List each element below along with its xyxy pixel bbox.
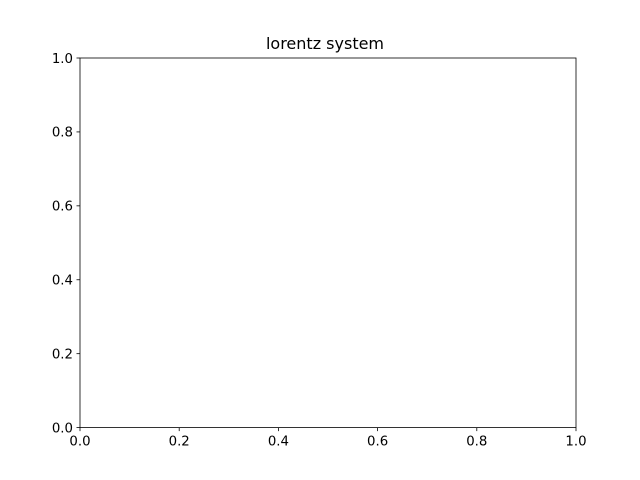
y-axis: 0.0 0.2 0.4 0.6 0.8 1.0 <box>52 52 80 436</box>
x-axis: 0.0 0.2 0.4 0.6 0.8 1.0 <box>69 427 587 450</box>
x-tick-label: 0.0 <box>69 435 90 450</box>
x-tick-label: 1.0 <box>565 435 586 450</box>
x-tick-label: 0.4 <box>268 435 289 450</box>
y-tick-label: 0.6 <box>52 200 73 215</box>
chart-title: lorentz system <box>266 34 384 53</box>
y-tick-label: 0.4 <box>52 274 73 289</box>
y-tick-label: 0.8 <box>52 126 73 141</box>
y-tick-label: 1.0 <box>52 52 73 67</box>
x-tick-label: 0.2 <box>169 435 190 450</box>
y-tick-label: 0.2 <box>52 347 73 362</box>
plot-area <box>79 57 577 429</box>
y-tick-label: 0.0 <box>52 421 73 436</box>
x-tick-label: 0.8 <box>466 435 487 450</box>
x-tick-label: 0.6 <box>367 435 388 450</box>
axes-frame <box>79 57 577 429</box>
